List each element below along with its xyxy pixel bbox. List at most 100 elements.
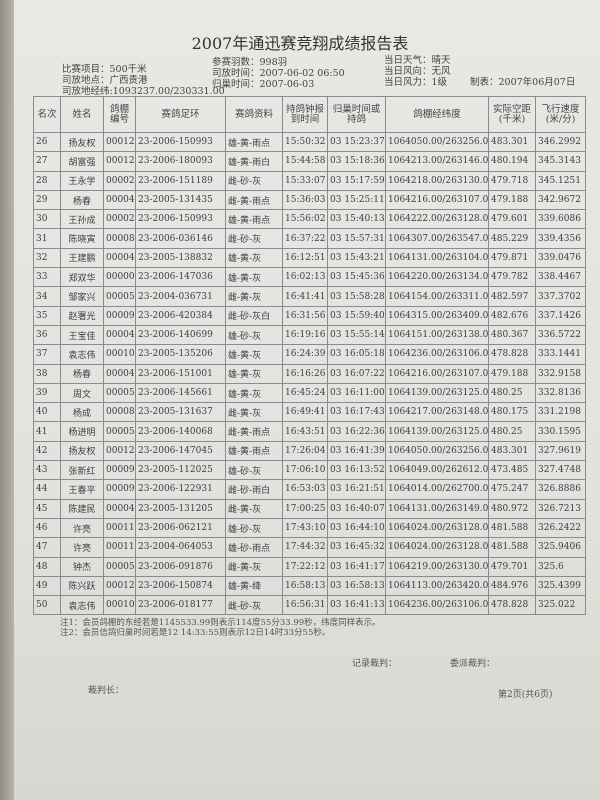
- col-distance: 实际空距(千米): [488, 96, 536, 133]
- table-row: 27胡富强00012623-2006-180093雄-黄-雨白15:44:580…: [33, 151, 586, 172]
- cell-speed: 327.4748: [535, 460, 586, 481]
- cell-loft-id: 000026: [103, 170, 136, 191]
- cell-clock-time: 16:53:03: [282, 479, 328, 500]
- cell-clock-time: 16:58:13: [282, 575, 328, 597]
- cell-return-time: 03 16:11:00: [327, 382, 386, 404]
- cell-pigeon-info: 雄-砂-灰: [225, 324, 283, 346]
- cell-distance: 485.229: [488, 228, 536, 249]
- cell-ring: 23-2006-180093: [135, 151, 226, 172]
- cell-distance: 479.782: [488, 267, 536, 288]
- cell-distance: 479.871: [488, 247, 536, 269]
- cell-speed: 330.1595: [535, 421, 586, 442]
- wind-direction-label: 当日风向：无风: [384, 66, 451, 77]
- cell-ring: 23-2005-131205: [135, 498, 226, 519]
- cell-speed: 336.5722: [535, 324, 586, 346]
- cell-ring: 23-2005-112025: [135, 460, 226, 481]
- cell-speed: 345.1251: [535, 170, 586, 191]
- cell-clock-time: 17:06:10: [282, 460, 328, 481]
- cell-name: 张新红: [60, 460, 104, 481]
- cell-ring: 23-2006-018177: [135, 595, 226, 616]
- cell-rank: 45: [33, 498, 61, 519]
- return-time-label: 归巢时间：2007-06-03: [212, 79, 315, 90]
- cell-pigeon-info: 雌-黄-雨点: [225, 189, 283, 211]
- chief-referee-label: 裁判长：: [88, 686, 125, 696]
- cell-clock-time: 16:43:51: [282, 421, 328, 442]
- note-1: 注1：会员鸽棚的东经若是1145533.99则表示114度55分33.99秒，纬…: [60, 618, 381, 628]
- cell-name: 袁志伟: [60, 344, 104, 365]
- cell-rank: 47: [33, 537, 61, 558]
- cell-distance: 482.676: [488, 305, 536, 326]
- cell-name: 许亮: [60, 537, 104, 558]
- cell-distance: 480.25: [488, 382, 536, 404]
- cell-pigeon-info: 雌-砂-灰: [225, 595, 283, 616]
- cell-name: 邹家兴: [60, 286, 104, 307]
- cell-clock-time: 15:50:32: [282, 131, 328, 153]
- cell-return-time: 03 16:22:36: [327, 421, 386, 442]
- cell-speed: 346.2992: [535, 131, 586, 153]
- delegated-referee-label: 委派裁判：: [450, 659, 496, 669]
- cell-distance: 478.828: [488, 595, 536, 616]
- table-row: 43张新红00009423-2005-112025雄-砂-灰17:06:1003…: [33, 460, 586, 481]
- col-return-time: 归巢时间或持鸽: [327, 96, 386, 133]
- cell-return-time: 03 16:13:52: [327, 460, 386, 481]
- cell-loft-coords: 1064139.00/263125.00: [385, 382, 489, 404]
- cell-pigeon-info: 雄-黄-灰: [225, 363, 283, 384]
- cell-speed: 325.4399: [535, 575, 586, 597]
- cell-rank: 30: [33, 209, 61, 230]
- table-row: 50袁志伟00010923-2006-018177雌-砂-灰16:56:3103…: [33, 595, 586, 616]
- cell-loft-id: 000091: [103, 305, 136, 326]
- cell-pigeon-info: 雄-黄-灰: [225, 247, 283, 269]
- col-speed: 飞行速度(米/分): [535, 96, 586, 133]
- cell-pigeon-info: 雌-黄-灰: [225, 498, 283, 519]
- cell-ring: 23-2006-036146: [135, 228, 226, 249]
- cell-distance: 480.367: [488, 324, 536, 346]
- cell-name: 赵署光: [60, 305, 104, 326]
- cell-return-time: 03 16:05:18: [327, 344, 386, 365]
- cell-rank: 27: [33, 151, 61, 172]
- cell-rank: 33: [33, 267, 61, 288]
- cell-name: 扬友权: [60, 440, 104, 462]
- cell-return-time: 03 16:41:39: [327, 440, 386, 462]
- table-row: 46许亮00011023-2006-062121雄-砂-灰17:43:1003 …: [33, 517, 586, 539]
- cell-distance: 484.976: [488, 575, 536, 597]
- cell-loft-id: 000004: [103, 267, 136, 288]
- cell-loft-coords: 1064050.00/263256.00: [385, 131, 489, 153]
- cell-return-time: 03 15:57:31: [327, 228, 386, 249]
- cell-clock-time: 16:41:41: [282, 286, 328, 307]
- cell-return-time: 03 16:07:22: [327, 363, 386, 384]
- info-right: 当日天气：晴天 当日风向：无风 当日风力：1级: [384, 55, 451, 88]
- cell-distance: 479.718: [488, 170, 536, 191]
- table-row: 42扬友权00012023-2006-147045雄-黄-雨点17:26:040…: [33, 440, 586, 462]
- cell-rank: 40: [33, 402, 61, 423]
- cell-clock-time: 15:56:02: [282, 209, 328, 230]
- cell-distance: 479.701: [488, 556, 536, 577]
- cell-loft-id: 000055: [103, 382, 136, 404]
- cell-pigeon-info: 雄-黄-雨白: [225, 151, 283, 172]
- cell-loft-id: 000041: [103, 189, 136, 211]
- cell-clock-time: 16:19:16: [282, 324, 328, 346]
- cell-ring: 23-2004-064053: [135, 537, 226, 558]
- cell-clock-time: 17:43:10: [282, 517, 328, 539]
- cell-pigeon-info: 雌-砂-灰: [225, 170, 283, 191]
- cell-return-time: 03 15:17:59: [327, 170, 386, 191]
- cell-rank: 49: [33, 575, 61, 597]
- cell-distance: 483.301: [488, 440, 536, 462]
- cell-distance: 481.588: [488, 537, 536, 558]
- cell-rank: 31: [33, 228, 61, 249]
- cell-name: 胡富强: [60, 151, 104, 172]
- cell-loft-id: 000109: [103, 344, 136, 365]
- table-row: 44王春平00009223-2006-122931雌-砂-雨白16:53:030…: [33, 479, 586, 500]
- cell-distance: 480.194: [488, 151, 536, 172]
- cell-ring: 23-2005-138832: [135, 247, 226, 269]
- cell-loft-coords: 1064049.00/262612.00: [385, 460, 489, 481]
- cell-speed: 333.1441: [535, 344, 586, 365]
- cell-clock-time: 15:44:58: [282, 151, 328, 172]
- cell-clock-time: 16:45:24: [282, 382, 328, 404]
- cell-distance: 473.485: [488, 460, 536, 481]
- cell-pigeon-info: 雌-黄-雨点: [225, 421, 283, 442]
- cell-return-time: 03 16:45:32: [327, 537, 386, 558]
- cell-loft-coords: 1064024.00/263128.00: [385, 537, 489, 558]
- cell-ring: 23-2006-151189: [135, 170, 226, 191]
- page-number: 第2页(共6页): [498, 690, 553, 700]
- cell-rank: 26: [33, 131, 61, 153]
